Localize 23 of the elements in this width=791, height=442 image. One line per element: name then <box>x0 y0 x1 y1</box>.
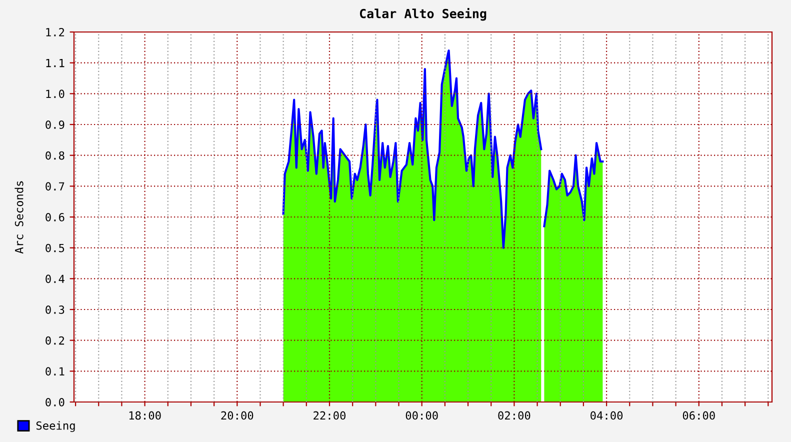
y-tick-label: 0.0 <box>46 398 64 406</box>
legend-label: Seeing <box>36 421 75 432</box>
y-tick-label: 1.2 <box>46 28 64 36</box>
y-tick-label: 1.0 <box>46 90 64 98</box>
x-tick-label: 22:00 <box>314 411 346 420</box>
x-tick-label: 06:00 <box>682 411 715 420</box>
y-tick-label: 0.1 <box>46 367 64 376</box>
x-tick-label: 02:00 <box>498 411 530 420</box>
y-tick-label: 0.9 <box>46 120 64 129</box>
x-tick-label: 04:00 <box>590 411 623 420</box>
x-tick-label: 18:00 <box>129 411 161 420</box>
y-tick-label: 0.2 <box>46 336 64 345</box>
chart-title: Calar Alto Seeing <box>360 8 486 21</box>
y-tick-label: 0.8 <box>46 151 64 160</box>
y-tick-label: 0.3 <box>46 306 64 314</box>
y-tick-label: 0.5 <box>46 244 64 252</box>
y-tick-label: 0.4 <box>46 274 64 284</box>
x-tick-label: 00:00 <box>406 411 438 420</box>
x-tick-label: 20:00 <box>221 411 254 420</box>
y-axis-title: Arc Seconds <box>14 181 24 254</box>
y-tick-label: 1.1 <box>46 58 64 68</box>
y-tick-label: 0.7 <box>46 182 64 191</box>
y-tick-label: 0.6 <box>46 213 64 222</box>
